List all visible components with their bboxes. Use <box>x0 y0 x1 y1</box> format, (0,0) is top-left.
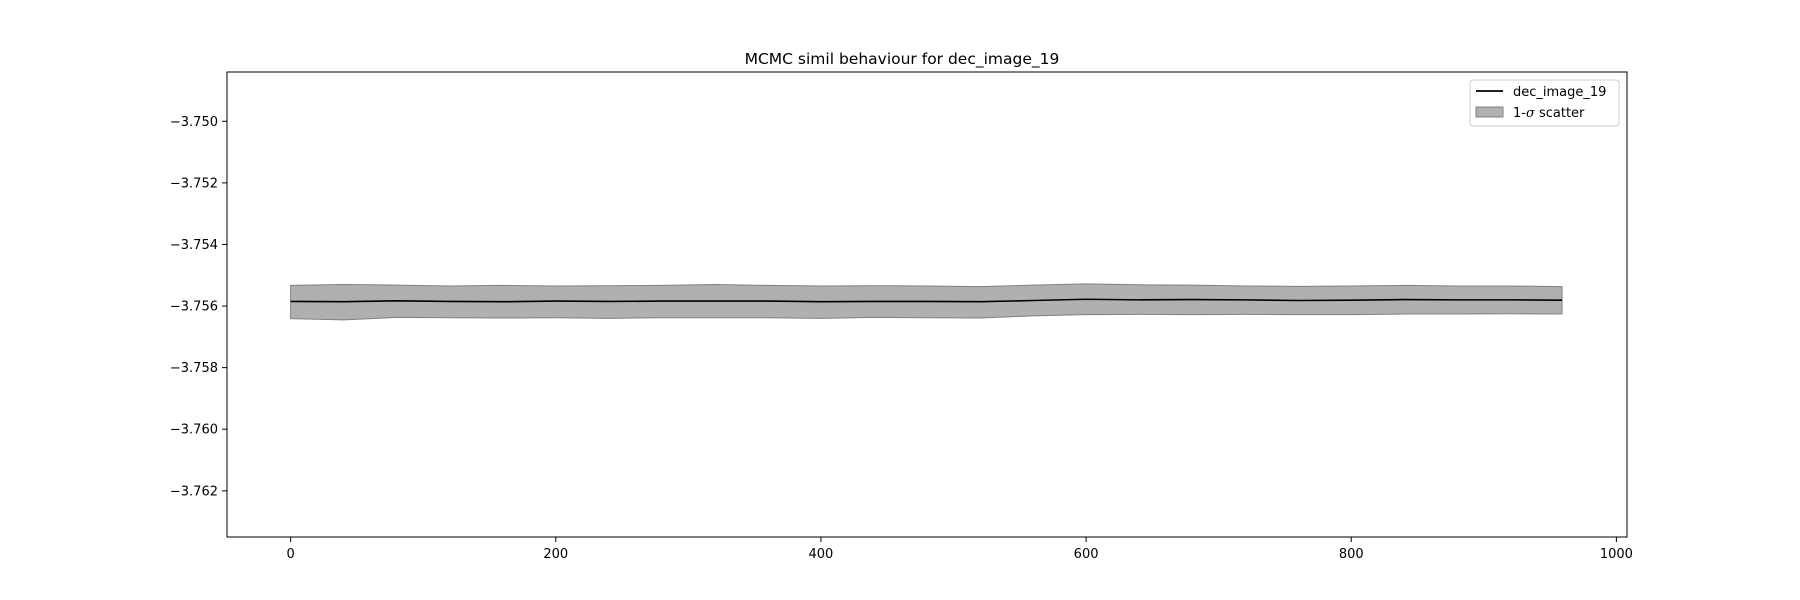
x-tick-label: 400 <box>809 547 834 562</box>
axes-frame <box>226 71 1628 538</box>
x-tick-label: 0 <box>286 547 294 562</box>
x-tick-label: 1000 <box>1600 547 1633 562</box>
legend-band-suffix: scatter <box>1535 106 1585 121</box>
legend-label-band: 1-σ scatter <box>1513 106 1585 121</box>
x-tick-label: 200 <box>543 547 568 562</box>
legend-box <box>1469 79 1620 127</box>
legend: dec_image_19 1-σ scatter <box>1469 79 1620 127</box>
x-axis: 0 200 400 600 800 1000 <box>286 537 1633 562</box>
legend-band-sigma: σ <box>1526 106 1536 121</box>
y-axis: −3.750 −3.752 −3.754 −3.756 −3.758 −3.760 −3.7… <box>170 115 227 499</box>
series-line <box>290 298 1563 303</box>
legend-band-prefix: 1- <box>1513 106 1526 121</box>
legend-label-series: dec_image_19 <box>1513 85 1606 100</box>
y-tick-label: −3.760 <box>170 423 218 438</box>
y-tick-label: −3.758 <box>170 361 218 376</box>
plot-area <box>290 283 1563 321</box>
y-tick-label: −3.756 <box>170 300 218 315</box>
y-tick-label: −3.752 <box>170 176 218 191</box>
y-tick-label: −3.750 <box>170 115 218 130</box>
x-tick-label: 600 <box>1074 547 1099 562</box>
legend-band-swatch <box>1475 106 1504 118</box>
x-tick-label: 800 <box>1339 547 1364 562</box>
chart-title: MCMC simil behaviour for dec_image_19 <box>745 50 1060 69</box>
y-tick-label: −3.762 <box>170 484 218 499</box>
y-tick-label: −3.754 <box>170 238 218 253</box>
